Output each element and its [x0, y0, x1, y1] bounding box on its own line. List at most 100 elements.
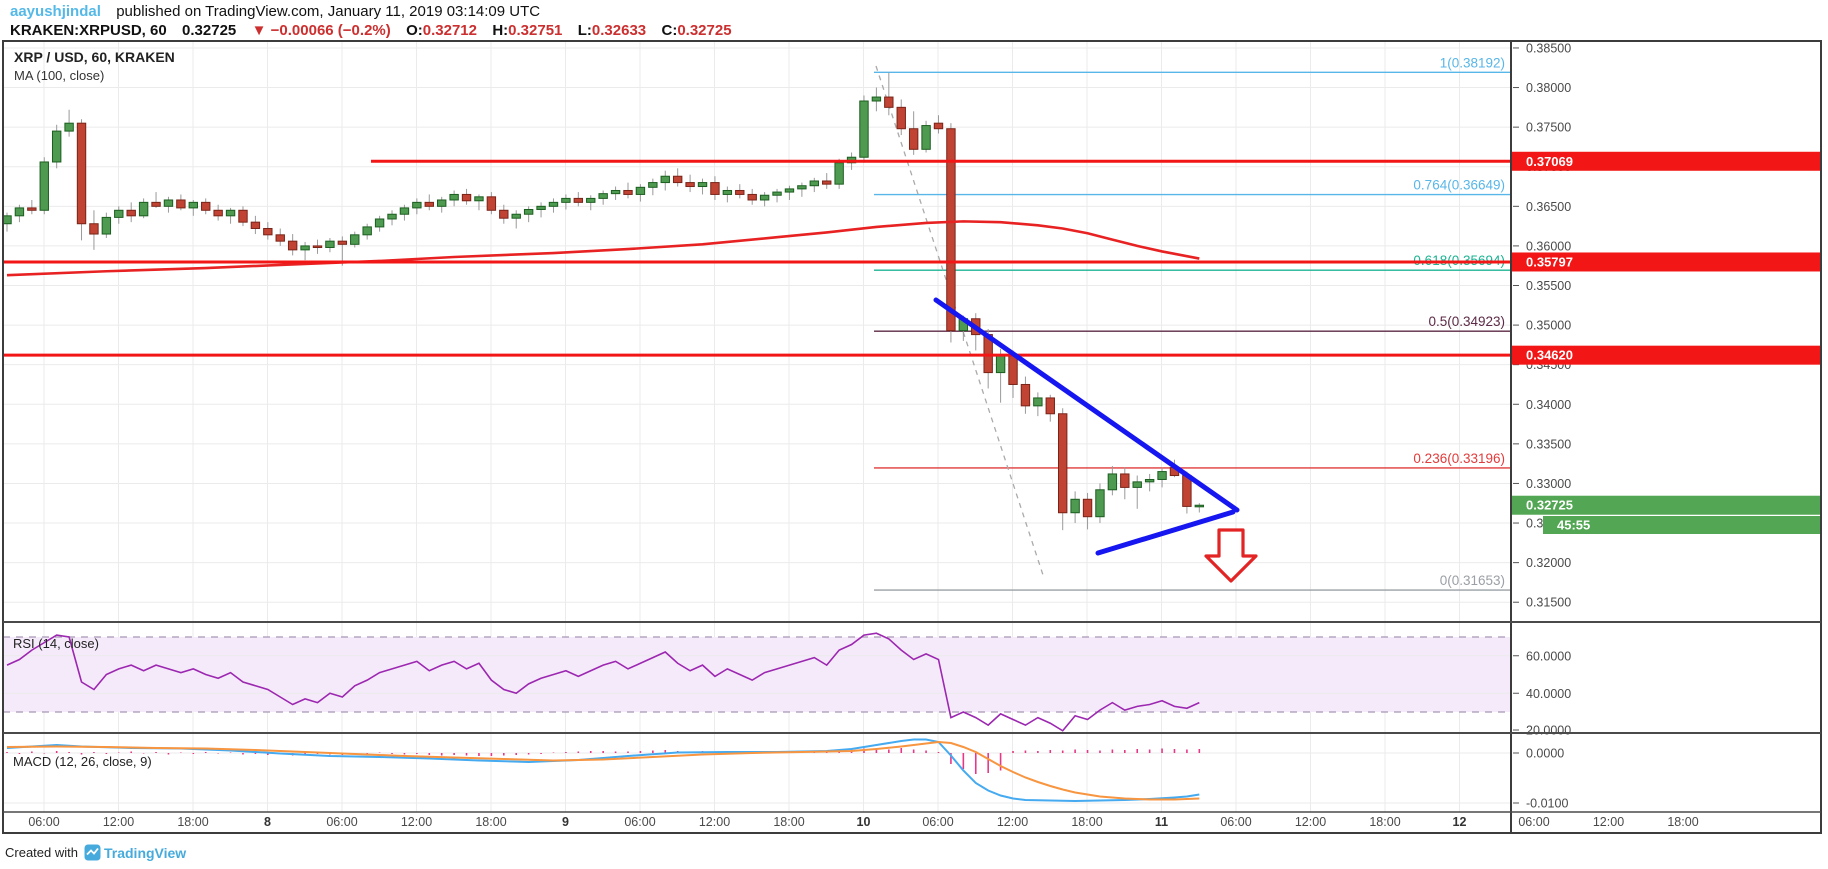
time-axis-label[interactable]: 18:00 — [1667, 815, 1698, 829]
candle-down — [908, 128, 919, 150]
candle-up — [1144, 478, 1155, 483]
author-link[interactable]: aayushjindal — [10, 3, 101, 20]
bar-countdown: 45:55 — [1557, 518, 1590, 533]
candle-up — [1095, 489, 1105, 518]
low-label: L: — [577, 22, 592, 39]
candle-down — [312, 245, 323, 249]
ma100-line — [6, 220, 1200, 277]
price-tick-label: 0.33500 — [1526, 437, 1571, 451]
time-axis-label[interactable]: 11 — [1155, 815, 1168, 829]
candle-down — [1058, 413, 1068, 514]
candle-down — [822, 180, 832, 185]
macd-study-label[interactable]: MACD (12, 26, close, 9) — [13, 754, 152, 769]
candle-up — [598, 193, 608, 199]
time-axis-label[interactable]: 06:00 — [624, 815, 655, 829]
candle-up — [225, 209, 236, 217]
time-axis-label[interactable]: 10 — [857, 815, 871, 829]
candle-down — [1182, 475, 1192, 507]
time-axis-label[interactable]: 12:00 — [699, 815, 730, 829]
rsi-line — [6, 632, 1200, 732]
time-axis-label[interactable]: 12:00 — [401, 815, 432, 829]
candle-up — [51, 130, 62, 163]
candle-down — [151, 201, 161, 207]
candle-up — [759, 194, 770, 201]
symbol-name[interactable]: KRAKEN:XRPUSD, 60 — [10, 22, 167, 39]
macd-signal-line — [6, 740, 1200, 801]
rsi-tick-label: 40.0000 — [1526, 687, 1571, 701]
time-axis-label[interactable]: 12 — [1453, 815, 1467, 829]
candle-up — [921, 125, 931, 150]
candle-up — [1107, 473, 1118, 491]
close-value: 0.32725 — [677, 22, 732, 39]
close-label: C: — [661, 22, 678, 39]
time-axis-label[interactable]: 18:00 — [1071, 815, 1102, 829]
ma-study-label[interactable]: MA (100, close) — [14, 68, 105, 83]
time-axis-label[interactable]: 8 — [264, 815, 271, 829]
rsi-study-label[interactable]: RSI (14, close) — [13, 636, 99, 651]
candle-up — [163, 199, 174, 207]
candle-down — [1082, 498, 1093, 518]
time-axis-label[interactable]: 06:00 — [1518, 815, 1549, 829]
candle-up — [350, 234, 360, 245]
symbol-quote-bar: KRAKEN:XRPUSD, 60 0.32725 ▼ −0.00066 (−0… — [10, 22, 732, 39]
candle-up — [437, 199, 447, 207]
price-change: −0.00066 (−0.2%) — [270, 22, 391, 39]
candle-down — [1045, 397, 1055, 415]
price-tick-label: 0.36500 — [1526, 200, 1571, 214]
time-axis-label[interactable]: 18:00 — [1369, 815, 1400, 829]
candle-up — [374, 218, 385, 228]
high-label: H: — [492, 22, 509, 39]
time-axis-label[interactable]: 18:00 — [773, 815, 804, 829]
last-price-tag-label: 0.32725 — [1526, 498, 1573, 513]
candle-up — [114, 209, 124, 218]
candle-down — [946, 128, 956, 332]
candle-up — [188, 201, 199, 209]
time-axis-label[interactable]: 18:00 — [177, 815, 208, 829]
time-axis-label[interactable]: 18:00 — [475, 815, 506, 829]
tradingview-brand-link[interactable]: TradingView — [103, 844, 187, 861]
change-arrow-icon: ▼ — [251, 22, 267, 39]
fib-level-label: 0.5(0.34923) — [1428, 314, 1505, 329]
low-value: 0.32633 — [591, 22, 647, 39]
candle-down — [623, 189, 633, 195]
time-axis-label[interactable]: 12:00 — [1593, 815, 1624, 829]
candle-up — [784, 188, 795, 193]
tradingview-logo-icon — [84, 844, 101, 861]
rsi-tick-label: 20.0000 — [1526, 724, 1571, 738]
candle-up — [859, 100, 869, 158]
candle-up — [809, 180, 819, 187]
candle-up — [635, 186, 646, 195]
time-axis-label[interactable]: 06:00 — [922, 815, 953, 829]
candle-down — [884, 96, 894, 108]
sr-price-tag-label: 0.34620 — [1526, 348, 1573, 363]
time-axis-label[interactable]: 12:00 — [1295, 815, 1326, 829]
candle-down — [76, 122, 87, 225]
candle-up — [586, 197, 596, 203]
time-axis-label[interactable]: 06:00 — [326, 815, 357, 829]
candle-up — [722, 189, 733, 195]
candle-down — [735, 189, 745, 195]
candle-up — [797, 185, 807, 190]
candle-up — [362, 226, 372, 236]
footer: Created with TradingView — [5, 844, 186, 861]
time-axis-label[interactable]: 12:00 — [103, 815, 134, 829]
candle-up — [449, 193, 459, 201]
price-tick-label: 0.35500 — [1526, 279, 1571, 293]
time-axis-label[interactable]: 9 — [562, 815, 569, 829]
time-axis-label[interactable]: 06:00 — [28, 815, 59, 829]
time-axis-label[interactable]: 12:00 — [997, 815, 1028, 829]
trend-line — [933, 297, 1240, 513]
price-tick-label: 0.38000 — [1526, 81, 1571, 95]
candle-up — [1157, 471, 1167, 480]
price-tick-label: 0.37500 — [1526, 121, 1571, 135]
open-value: 0.32712 — [422, 22, 477, 39]
candle-down — [287, 240, 298, 251]
time-axis-label[interactable]: 06:00 — [1220, 815, 1251, 829]
rsi-tick-label: 60.0000 — [1526, 649, 1571, 663]
candle-up — [1070, 498, 1080, 514]
fib-level-label: 0.236(0.33196) — [1413, 451, 1505, 466]
candle-down — [685, 182, 695, 188]
open-label: O: — [406, 22, 423, 39]
candle-up — [648, 182, 658, 188]
